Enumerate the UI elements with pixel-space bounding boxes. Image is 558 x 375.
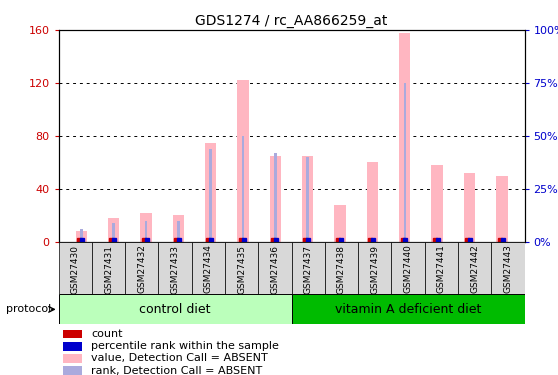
- Title: GDS1274 / rc_AA866259_at: GDS1274 / rc_AA866259_at: [195, 13, 388, 28]
- Text: GSM27431: GSM27431: [104, 244, 113, 294]
- Bar: [192, 242, 225, 294]
- Text: GSM27442: GSM27442: [470, 244, 479, 293]
- Bar: [403, 83, 406, 242]
- Bar: [464, 173, 475, 242]
- Text: count: count: [91, 329, 123, 339]
- Bar: [325, 242, 358, 294]
- Bar: [108, 218, 119, 242]
- Text: GSM27432: GSM27432: [137, 244, 146, 293]
- Bar: [63, 366, 82, 375]
- Bar: [399, 33, 411, 242]
- Bar: [75, 231, 87, 242]
- Bar: [302, 156, 314, 242]
- Bar: [125, 242, 158, 294]
- Text: GSM27439: GSM27439: [371, 244, 379, 294]
- Bar: [63, 354, 82, 363]
- Bar: [59, 294, 291, 324]
- Bar: [425, 242, 458, 294]
- Text: protocol: protocol: [6, 304, 51, 314]
- Bar: [367, 162, 378, 242]
- Text: value, Detection Call = ABSENT: value, Detection Call = ABSENT: [91, 353, 268, 363]
- Bar: [237, 80, 249, 242]
- Text: GSM27436: GSM27436: [271, 244, 280, 294]
- Bar: [63, 330, 82, 338]
- Bar: [59, 242, 92, 294]
- Text: control diet: control diet: [140, 303, 211, 316]
- Text: GSM27440: GSM27440: [403, 244, 412, 293]
- Text: percentile rank within the sample: percentile rank within the sample: [91, 341, 279, 351]
- Bar: [291, 294, 525, 324]
- Bar: [306, 157, 309, 242]
- Bar: [80, 229, 83, 242]
- Bar: [140, 213, 152, 242]
- Bar: [270, 156, 281, 242]
- Bar: [209, 148, 212, 242]
- Bar: [458, 242, 491, 294]
- Bar: [145, 220, 147, 242]
- Text: GSM27435: GSM27435: [237, 244, 246, 294]
- Bar: [391, 242, 425, 294]
- Text: GSM27433: GSM27433: [171, 244, 180, 294]
- Bar: [112, 223, 115, 242]
- Text: GSM27441: GSM27441: [437, 244, 446, 293]
- Bar: [225, 242, 258, 294]
- Bar: [258, 242, 291, 294]
- Text: GSM27434: GSM27434: [204, 244, 213, 293]
- Bar: [172, 215, 184, 242]
- Bar: [92, 242, 125, 294]
- Bar: [205, 142, 217, 242]
- Text: GSM27443: GSM27443: [503, 244, 512, 293]
- Bar: [63, 342, 82, 351]
- Text: GSM27430: GSM27430: [71, 244, 80, 294]
- Bar: [491, 242, 525, 294]
- Bar: [177, 220, 180, 242]
- Bar: [274, 153, 277, 242]
- Bar: [242, 136, 244, 242]
- Bar: [334, 205, 346, 242]
- Bar: [358, 242, 391, 294]
- Text: GSM27437: GSM27437: [304, 244, 312, 294]
- Bar: [158, 242, 192, 294]
- Text: vitamin A deficient diet: vitamin A deficient diet: [335, 303, 481, 316]
- Text: rank, Detection Call = ABSENT: rank, Detection Call = ABSENT: [91, 366, 262, 375]
- Bar: [496, 176, 508, 242]
- Bar: [291, 242, 325, 294]
- Bar: [431, 165, 443, 242]
- Text: GSM27438: GSM27438: [337, 244, 346, 294]
